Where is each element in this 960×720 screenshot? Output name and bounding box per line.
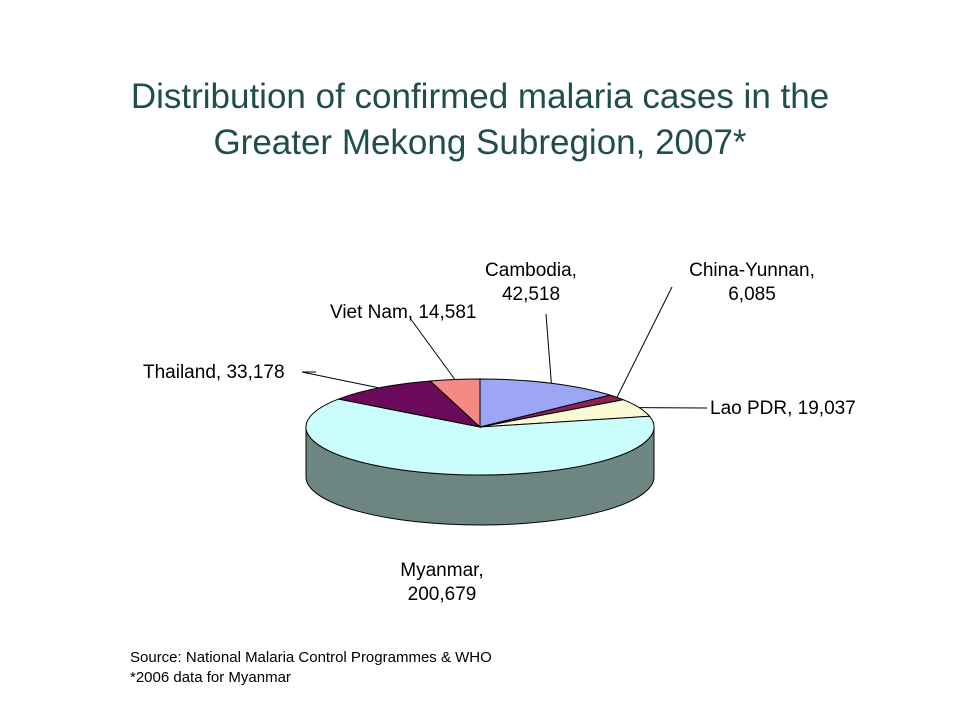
pie-slice-cambodia	[479, 378, 613, 428]
chart-title: Distribution of confirmed malaria cases …	[80, 74, 880, 166]
data-label-myanmar: Myanmar, 200,679	[400, 560, 483, 605]
pie-slice-viet-nam	[429, 378, 481, 429]
source-note: Source: National Malaria Control Program…	[130, 648, 492, 688]
footnote-line: *2006 data for Myanmar	[130, 669, 291, 686]
pie-slice-thailand	[336, 380, 482, 428]
title-line-1: Distribution of confirmed malaria cases …	[130, 77, 830, 116]
data-label-line: 6,085	[728, 284, 776, 305]
leader-line-thailand	[301, 371, 380, 389]
data-label-line: 200,679	[408, 584, 477, 605]
data-label-cambodia: Cambodia, 42,518	[485, 260, 577, 305]
data-label-line: Cambodia,	[485, 260, 577, 281]
data-label-line: 42,518	[502, 284, 560, 305]
pie-slice-myanmar	[305, 398, 655, 476]
data-label-line: China-Yunnan,	[689, 260, 815, 281]
data-label-line: Viet Nam, 14,581	[330, 302, 476, 323]
data-label-line: Thailand, 33,178	[143, 362, 285, 383]
leader-line-cambodia	[545, 313, 552, 384]
data-label-china-yunnan: China-Yunnan, 6,085	[689, 260, 815, 305]
source-line: Source: National Malaria Control Program…	[130, 649, 492, 666]
leader-line-viet-nam	[409, 317, 456, 380]
title-line-2: Greater Mekong Subregion, 2007*	[213, 123, 747, 162]
data-label-line: Lao PDR, 19,037	[710, 398, 856, 419]
data-label-line: Myanmar,	[400, 560, 483, 581]
data-label-lao-pdr: Lao PDR, 19,037	[710, 398, 856, 419]
leader-line-china-yunnan	[616, 286, 673, 398]
data-label-thailand: Thailand, 33,178	[143, 362, 285, 383]
data-label-viet-nam: Viet Nam, 14,581	[330, 302, 476, 323]
